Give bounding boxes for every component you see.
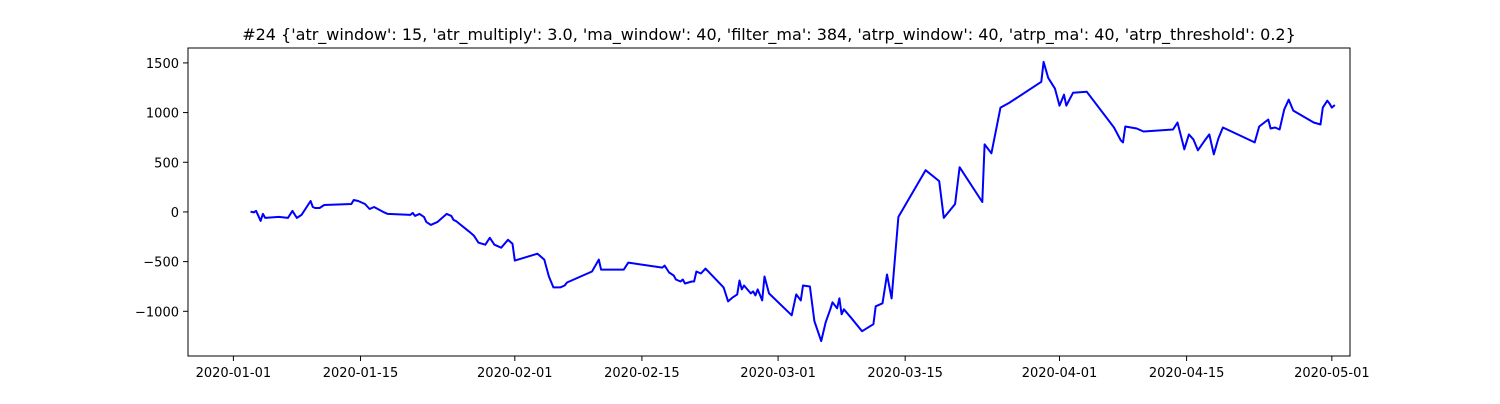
x-tick-label: 2020-05-01 <box>1294 366 1370 381</box>
y-tick-label: 0 <box>171 206 179 221</box>
y-tick-label: −500 <box>143 256 179 271</box>
x-axis: 2020-01-01 2020-01-15 2020-02-01 2020-02-15… <box>196 356 1370 381</box>
x-tick-label: 2020-02-15 <box>604 366 680 381</box>
x-tick-label: 2020-03-01 <box>740 366 816 381</box>
series-line <box>250 60 1336 343</box>
x-tick-label: 2020-04-15 <box>1149 366 1225 381</box>
y-axis: 1500 1000 500 0 −500 −1000 <box>135 57 188 320</box>
plot-frame <box>187 47 1351 357</box>
plot-area <box>250 60 1336 343</box>
x-tick-label: 2020-02-01 <box>477 366 553 381</box>
x-tick-label: 2020-04-01 <box>1022 366 1098 381</box>
y-tick-label: 1500 <box>146 57 179 72</box>
y-tick-label: −1000 <box>135 305 179 320</box>
x-tick-label: 2020-01-01 <box>196 366 272 381</box>
x-tick-label: 2020-01-15 <box>323 366 399 381</box>
x-tick-label: 2020-03-15 <box>867 366 943 381</box>
y-tick-label: 500 <box>154 156 179 171</box>
y-tick-label: 1000 <box>146 107 179 122</box>
chart-title: #24 {'atr_window': 15, 'atr_multiply': 3… <box>242 25 1296 45</box>
